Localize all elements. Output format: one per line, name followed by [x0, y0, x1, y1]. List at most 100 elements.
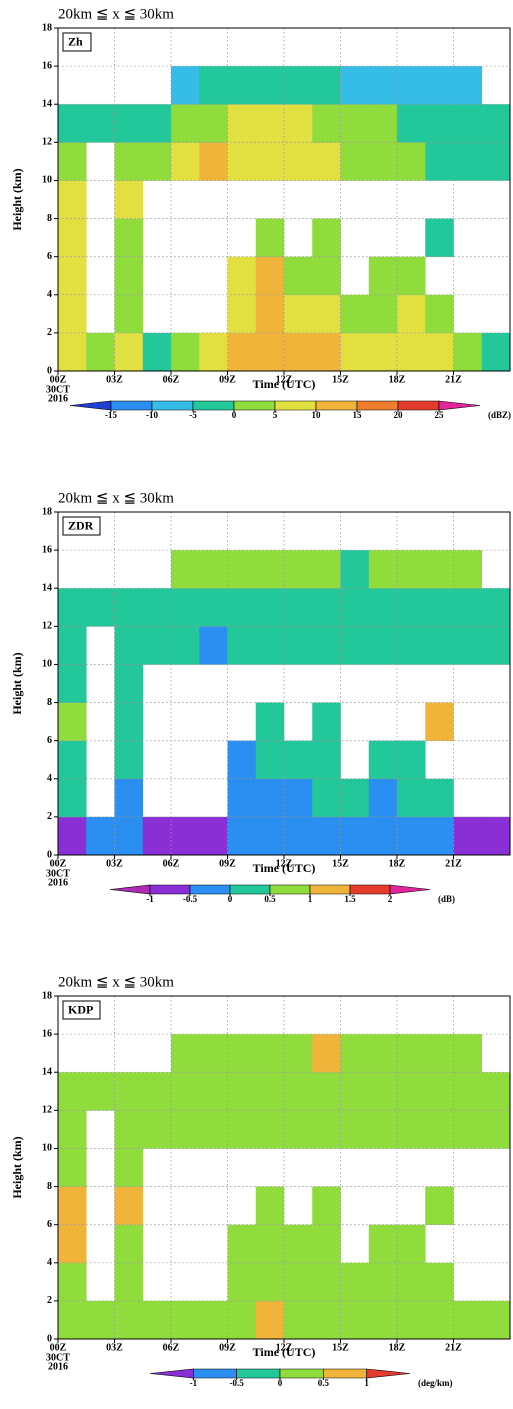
- echo-cell: [312, 256, 341, 296]
- echo-cell: [397, 1300, 426, 1340]
- echo-cell: [312, 550, 341, 589]
- echo-cell: [171, 1110, 200, 1149]
- x-tick-label: 06Z: [163, 374, 180, 385]
- echo-cell: [199, 1300, 228, 1340]
- colorbar-tick-label: 15: [353, 410, 363, 420]
- echo-cell: [227, 1262, 257, 1302]
- echo-cell: [58, 778, 87, 818]
- echo-cell: [312, 588, 341, 627]
- echo-cell: [114, 778, 144, 818]
- echo-cell: [58, 664, 87, 703]
- colorbar-tick-label: 5: [273, 410, 278, 420]
- echo-cell: [58, 816, 87, 856]
- echo-cell: [114, 142, 144, 181]
- echo-cell: [284, 1300, 313, 1340]
- echo-cell: [425, 1300, 454, 1340]
- echo-cell: [199, 1034, 228, 1073]
- echo-cell: [142, 626, 172, 665]
- colorbar-swatch: [389, 884, 431, 895]
- x-tick-label: 06Z: [163, 1342, 180, 1353]
- echo-cell: [171, 816, 200, 856]
- echo-cell: [58, 218, 87, 257]
- echo-cell: [114, 1224, 144, 1264]
- echo-cell: [425, 1072, 454, 1111]
- echo-cell: [368, 66, 398, 105]
- echo-cell: [284, 816, 313, 856]
- plot-frame: [57, 27, 511, 372]
- colorbar-swatch: [279, 1368, 324, 1379]
- echo-cell: [227, 1072, 257, 1111]
- x-tick-label: 03Z: [106, 374, 123, 385]
- echo-cell: [114, 1110, 144, 1149]
- echo-cell: [227, 588, 257, 627]
- echo-cell: [227, 1224, 257, 1264]
- echo-cell: [114, 702, 144, 741]
- echo-cell: [368, 1224, 398, 1264]
- echo-cell: [397, 104, 426, 143]
- x-tick-label: 09Z: [219, 1342, 236, 1353]
- echo-cell: [58, 294, 87, 334]
- colorbar-tick-label: 0: [228, 894, 233, 904]
- echo-cell: [397, 626, 426, 665]
- echo-cell: [481, 1300, 511, 1340]
- echo-cell: [312, 142, 341, 181]
- colorbar-swatch: [109, 884, 151, 895]
- echo-cell: [227, 104, 257, 143]
- colorbar-swatch: [323, 1368, 367, 1379]
- echo-cell: [481, 142, 511, 181]
- colorbar-tick-label: -1: [190, 1378, 198, 1388]
- echo-cell: [312, 626, 341, 665]
- echo-cell: [255, 702, 285, 741]
- colorbar-unit: (dB): [438, 894, 455, 904]
- echo-cell: [284, 142, 313, 181]
- echo-cell: [255, 218, 285, 257]
- y-tick-label: 4: [47, 773, 52, 784]
- echo-cell: [368, 104, 398, 143]
- x-date-label: 2016: [48, 393, 68, 404]
- echo-cell: [425, 66, 454, 105]
- colorbar-swatch: [151, 400, 194, 411]
- y-tick-label: 18: [42, 506, 52, 517]
- y-tick-label: 18: [42, 990, 52, 1001]
- echo-cell: [481, 1110, 511, 1149]
- echo-cell: [368, 588, 398, 627]
- colorbar-unit: (deg/km): [418, 1378, 453, 1388]
- colorbar-swatch: [233, 400, 276, 411]
- echo-cell: [227, 816, 257, 856]
- echo-cell: [340, 66, 370, 105]
- echo-cell: [397, 778, 426, 818]
- echo-cell: [284, 1110, 313, 1149]
- y-tick-label: 16: [42, 60, 52, 71]
- echo-cell: [142, 1072, 172, 1111]
- echo-cell: [114, 180, 144, 219]
- echo-cell: [340, 1110, 370, 1149]
- echo-cell: [425, 218, 454, 257]
- x-date-label: 30CT: [46, 868, 70, 879]
- x-axis-label: Time (UTC): [253, 1345, 316, 1359]
- echo-cell: [425, 332, 454, 372]
- echo-cell: [142, 332, 172, 372]
- echo-cell: [227, 294, 257, 334]
- y-tick-label: 14: [42, 99, 52, 110]
- echo-cell: [142, 142, 172, 181]
- plot-frame: [57, 511, 511, 856]
- echo-cell: [312, 1262, 341, 1302]
- echo-cell: [425, 1034, 454, 1073]
- echo-cell: [171, 588, 200, 627]
- echo-cell: [255, 104, 285, 143]
- echo-cell: [312, 1186, 341, 1225]
- echo-cell: [453, 588, 483, 627]
- echo-cell: [284, 626, 313, 665]
- colorbar-swatch: [192, 400, 235, 411]
- echo-cell: [397, 1034, 426, 1073]
- y-tick-label: 0: [47, 849, 52, 860]
- echo-cell: [425, 104, 454, 143]
- colorbar-swatch: [397, 400, 440, 411]
- y-tick-label: 8: [47, 1181, 52, 1192]
- echo-cell: [425, 1110, 454, 1149]
- echo-cell: [368, 1300, 398, 1340]
- echo-cell: [86, 104, 115, 143]
- echo-cell: [171, 142, 200, 181]
- echo-cell: [397, 294, 426, 334]
- y-tick-label: 16: [42, 1028, 52, 1039]
